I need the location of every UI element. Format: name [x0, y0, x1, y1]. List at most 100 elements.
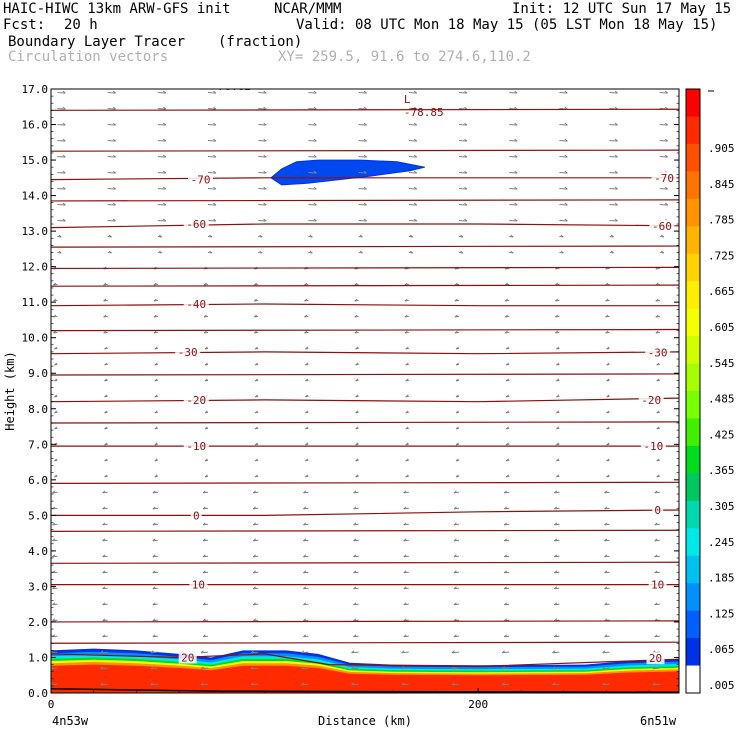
vector-head [363, 154, 367, 158]
colorbar-label: .905 [708, 142, 735, 155]
wind-vector [104, 394, 108, 398]
vector-head [654, 522, 658, 526]
vector-head [403, 570, 407, 574]
wind-vector [405, 442, 409, 446]
vector-head [62, 170, 66, 174]
vector-head [102, 538, 106, 542]
vector-shaft [458, 203, 468, 206]
vector-head [202, 522, 206, 526]
wind-vector [656, 426, 660, 430]
vector-head [363, 138, 367, 142]
vector-head [54, 362, 58, 366]
vector-head [556, 458, 560, 462]
vector-shaft [157, 156, 166, 158]
wind-vector [654, 634, 660, 638]
wind-vector [559, 202, 568, 206]
vector-head [102, 586, 106, 590]
vector-head [62, 122, 66, 126]
vector-shaft [107, 156, 116, 158]
vector-head [305, 362, 309, 366]
wind-vector [455, 458, 460, 462]
wind-vector [401, 666, 409, 670]
vector-head [154, 346, 158, 350]
wind-vector [57, 218, 66, 222]
wind-vector [505, 410, 510, 414]
wind-vector [606, 442, 610, 446]
vector-head [150, 682, 154, 686]
wind-vector [51, 650, 58, 654]
wind-vector [652, 682, 660, 686]
vector-head [104, 346, 108, 350]
vector-head [305, 458, 309, 462]
vector-head [464, 138, 468, 142]
vector-head [51, 682, 54, 685]
vector-head [153, 298, 157, 302]
vector-head [213, 138, 217, 142]
vector-head [303, 586, 307, 590]
colorbar-label: .545 [708, 357, 735, 370]
wind-vector [408, 122, 418, 126]
wind-vector [100, 650, 108, 654]
vector-head [103, 282, 107, 286]
vector-head [112, 138, 116, 142]
vector-head [52, 538, 56, 542]
vector-shaft [659, 203, 668, 206]
vector-shaft [509, 171, 518, 174]
vector-head [263, 186, 267, 190]
vector-head [614, 186, 618, 190]
wind-vector [308, 90, 317, 94]
vector-head [554, 634, 558, 638]
wind-vector [102, 570, 108, 574]
vector-shaft [408, 203, 417, 206]
wind-vector [556, 474, 560, 478]
wind-vector [408, 106, 418, 110]
wind-vector [258, 218, 267, 222]
vector-head [254, 346, 259, 350]
vector-shaft [458, 187, 468, 190]
wind-vector [556, 458, 560, 462]
vector-head [404, 298, 408, 302]
wind-vector [304, 314, 309, 318]
wind-vector [107, 154, 116, 158]
vector-head [664, 138, 669, 142]
wind-vector [554, 490, 560, 494]
vector-head [154, 474, 158, 478]
wind-vector [200, 650, 209, 654]
wind-vector [107, 170, 116, 174]
wind-vector [552, 682, 560, 686]
wind-vector [353, 570, 359, 574]
wind-vector [458, 170, 468, 174]
vector-head [604, 506, 608, 510]
vector-head [154, 362, 158, 366]
wind-vector [252, 634, 259, 638]
vector-head [204, 426, 208, 430]
x-axis-label: Distance (km) [318, 714, 412, 728]
wind-vector [57, 90, 66, 94]
contour-label: 0 [654, 504, 661, 517]
isotherm-line [51, 481, 679, 484]
wind-vector [454, 282, 460, 286]
wind-vector [258, 138, 267, 142]
wind-vector [451, 650, 460, 654]
contour-label: -10 [186, 440, 206, 453]
wind-vector [609, 186, 618, 190]
vector-head [604, 522, 608, 526]
vector-shaft [509, 124, 518, 126]
vector-shaft [107, 124, 116, 126]
vector-head [53, 298, 57, 302]
vector-head [162, 106, 167, 110]
wind-vector [154, 410, 158, 414]
vector-shaft [408, 92, 417, 94]
wind-vector [304, 330, 309, 334]
vector-head [606, 362, 610, 366]
circulation-vectors [51, 90, 669, 686]
vector-shaft [509, 140, 518, 142]
isotherm-line [51, 266, 679, 270]
vector-shaft [659, 156, 668, 158]
vector-head [501, 682, 505, 686]
wind-vector [204, 410, 209, 414]
wind-vector [503, 506, 510, 510]
vector-head [162, 186, 167, 190]
vector-shaft [51, 651, 58, 654]
wind-vector [52, 618, 58, 622]
